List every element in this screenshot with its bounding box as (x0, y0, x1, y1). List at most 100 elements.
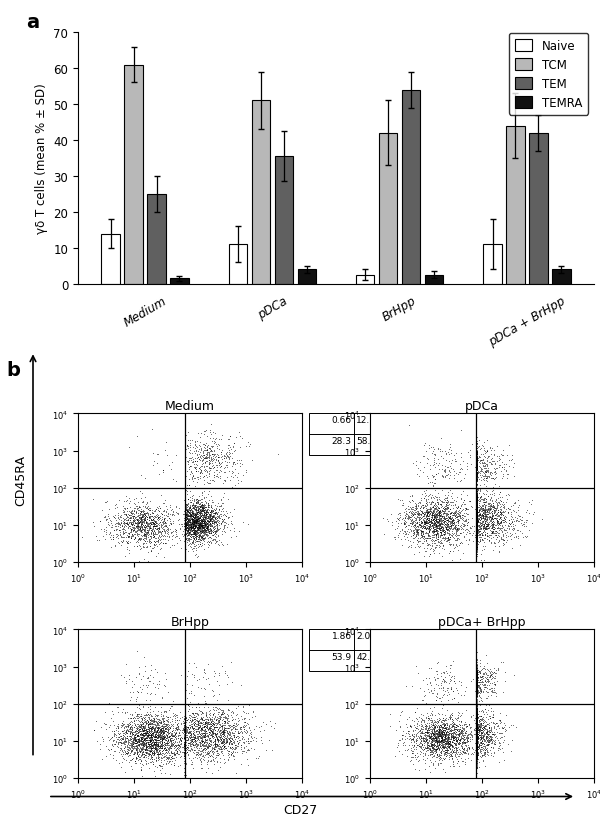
Point (472, 497, 481, 510)
Point (161, 758, 171, 771)
Point (193, 534, 202, 547)
Point (125, 508, 134, 522)
Point (188, 469, 198, 482)
Point (477, 703, 487, 716)
Point (128, 739, 137, 753)
Point (438, 714, 448, 727)
Point (472, 484, 481, 497)
Point (472, 528, 481, 542)
Point (416, 724, 425, 737)
Point (426, 729, 436, 742)
Point (472, 535, 481, 548)
Point (180, 713, 190, 726)
Point (443, 693, 452, 706)
Point (225, 430, 235, 443)
Point (500, 514, 509, 527)
Point (398, 728, 407, 741)
Point (197, 515, 206, 528)
Point (493, 499, 502, 513)
Point (180, 509, 190, 522)
Point (472, 520, 481, 533)
Point (218, 705, 227, 719)
Point (472, 709, 481, 722)
Point (212, 747, 221, 760)
Point (472, 716, 481, 729)
Point (435, 526, 445, 539)
Point (212, 737, 222, 750)
Point (184, 527, 193, 540)
Point (124, 546, 134, 560)
Point (223, 721, 233, 734)
Point (492, 506, 502, 519)
Point (486, 513, 496, 527)
Point (472, 459, 481, 472)
Point (139, 508, 149, 521)
Point (472, 522, 481, 536)
Point (165, 729, 175, 743)
Point (183, 524, 193, 537)
Point (410, 730, 419, 744)
Point (191, 525, 201, 538)
Point (472, 510, 481, 523)
Point (429, 524, 439, 537)
Point (180, 673, 190, 686)
Point (152, 724, 162, 738)
Point (444, 533, 454, 546)
Point (180, 522, 190, 535)
Point (216, 736, 226, 749)
Point (124, 734, 134, 747)
Point (169, 505, 178, 518)
Point (472, 516, 481, 529)
Point (485, 671, 495, 684)
Point (433, 734, 442, 748)
Point (452, 748, 462, 761)
Point (475, 525, 485, 538)
Point (472, 735, 481, 749)
Point (472, 487, 481, 500)
Point (421, 742, 431, 755)
Point (180, 726, 190, 739)
Point (130, 729, 139, 742)
Point (145, 522, 155, 535)
Point (158, 464, 167, 477)
Point (246, 727, 256, 740)
Point (180, 707, 190, 720)
Point (213, 497, 223, 510)
Point (180, 513, 190, 526)
Point (139, 727, 149, 740)
Point (419, 508, 429, 521)
Point (472, 735, 481, 749)
Point (157, 516, 167, 529)
Point (450, 717, 460, 730)
Point (482, 520, 492, 533)
Point (140, 749, 150, 762)
Point (180, 523, 190, 537)
Point (137, 724, 147, 737)
Point (159, 523, 169, 537)
Point (472, 503, 481, 517)
Point (472, 699, 481, 712)
Point (491, 529, 500, 542)
Point (472, 460, 481, 474)
Point (163, 754, 172, 768)
Point (451, 509, 460, 522)
Point (183, 518, 193, 531)
Point (472, 729, 481, 743)
Point (471, 714, 481, 727)
Point (472, 736, 481, 749)
Point (496, 493, 505, 507)
Point (426, 734, 436, 748)
Point (144, 514, 154, 527)
Point (180, 518, 190, 531)
Point (472, 524, 481, 537)
Point (521, 531, 530, 544)
Point (473, 535, 483, 548)
Point (472, 683, 481, 696)
Point (198, 508, 208, 522)
Point (139, 507, 148, 520)
Point (466, 727, 475, 740)
Point (472, 735, 481, 749)
Point (171, 723, 181, 736)
Point (130, 711, 140, 724)
Point (137, 523, 147, 537)
